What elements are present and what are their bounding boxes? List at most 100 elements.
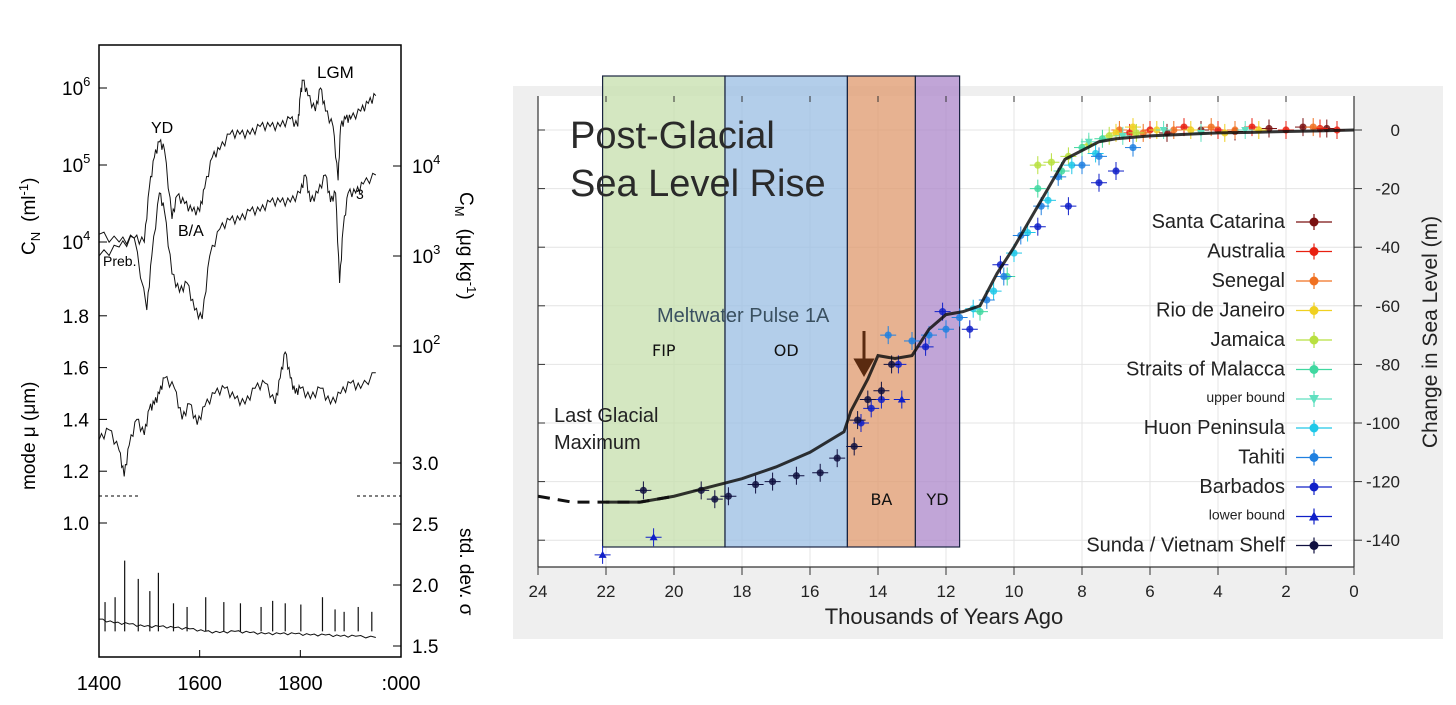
cm-tick-label: 103 <box>412 242 440 268</box>
plot-area <box>538 96 1354 567</box>
last-glacial-maximum-line-1: Last Glacial <box>554 405 659 427</box>
data-point <box>1197 126 1205 134</box>
cn-tick-label: 106 <box>62 74 90 100</box>
data-point <box>850 442 858 451</box>
data-point <box>1044 196 1052 204</box>
data-point <box>1047 158 1055 166</box>
data-point <box>888 360 896 368</box>
x-tick-label: 22 <box>597 582 616 601</box>
legend-marker <box>1309 306 1319 315</box>
cn-tick-label: 105 <box>62 151 90 177</box>
data-point <box>956 313 964 322</box>
legend-label: Sunda / Vietnam Shelf <box>1086 535 1285 557</box>
data-point <box>990 287 998 295</box>
data-point <box>867 404 875 412</box>
data-point <box>1010 249 1018 257</box>
data-point <box>1085 141 1093 149</box>
legend-marker <box>1309 365 1319 374</box>
x-tick-label: 1600 <box>177 673 222 695</box>
y-tick-label: -100 <box>1366 414 1400 433</box>
sigma-axis-label: std. dev. σ <box>455 528 476 616</box>
chart-background <box>513 86 1443 639</box>
x-tick-label: 2 <box>1281 582 1290 601</box>
cm-series-line <box>98 172 377 321</box>
data-point <box>639 486 648 494</box>
sigma-series-line <box>98 618 376 639</box>
y-tick-label: -20 <box>1375 180 1400 199</box>
period-label: FIP <box>652 341 676 360</box>
cm-axis-label: CM(μg kg-1) <box>452 192 479 300</box>
period-label: YD <box>925 490 948 509</box>
legend-label: lower bound <box>1209 507 1285 523</box>
data-point <box>877 387 886 395</box>
legend-label: upper bound <box>1206 389 1285 405</box>
data-point <box>1098 135 1106 143</box>
y-tick-label: 0 <box>1391 121 1400 140</box>
data-point <box>1034 161 1042 169</box>
legend-marker <box>1309 423 1319 433</box>
mode-series-line <box>98 351 376 477</box>
mode-tick-label: 1.2 <box>63 462 89 483</box>
annotation-preb: Preb. <box>103 253 136 269</box>
data-point <box>1000 272 1008 281</box>
data-point <box>1084 138 1093 146</box>
data-point <box>1118 132 1127 140</box>
legend-label: Straits of Malacca <box>1126 359 1286 381</box>
data-point <box>1139 129 1147 137</box>
legend-marker <box>1309 217 1319 227</box>
period-band-yd <box>914 75 961 548</box>
x-tick-label: :000 <box>382 673 421 695</box>
data-point <box>1037 202 1045 210</box>
data-point <box>1214 126 1222 134</box>
data-point <box>1282 126 1290 134</box>
data-point <box>1112 129 1120 137</box>
cn-axis-label: CN(ml-1) <box>16 178 43 255</box>
data-point <box>969 305 977 313</box>
mode-tick-label: 1.0 <box>63 514 89 535</box>
data-point <box>1180 123 1188 131</box>
data-point <box>1129 143 1137 152</box>
sea-level-curve-dashed <box>537 494 675 504</box>
period-label: BA <box>870 490 892 509</box>
legend-label: Santa Catarina <box>1152 211 1286 233</box>
legend-marker <box>1309 335 1319 345</box>
data-point <box>1241 127 1250 134</box>
data-point <box>697 486 705 494</box>
data-point <box>1095 179 1103 187</box>
data-point <box>1187 126 1195 134</box>
data-point <box>1017 231 1025 240</box>
period-band-fip <box>601 75 726 548</box>
chart-title-line-2: Sea Level Rise <box>570 163 826 205</box>
period-band-ba <box>846 75 917 548</box>
data-point <box>1255 126 1263 134</box>
data-point <box>1115 126 1123 134</box>
data-point <box>1129 123 1137 131</box>
data-point <box>649 533 658 541</box>
legend-marker <box>1309 511 1319 521</box>
cn-series-line <box>98 79 377 246</box>
data-point <box>897 395 906 403</box>
data-point <box>1265 124 1273 133</box>
data-point <box>1316 124 1324 133</box>
x-tick-label: 12 <box>937 582 956 601</box>
data-point <box>1333 126 1341 134</box>
y-tick-label: -40 <box>1375 238 1400 257</box>
legend-label: Barbados <box>1199 476 1285 498</box>
data-point <box>1034 223 1042 231</box>
legend-marker <box>1309 395 1319 404</box>
legend-marker <box>1309 541 1319 550</box>
data-point <box>1231 126 1239 134</box>
data-point <box>769 478 777 486</box>
annotation-lgm: LGM <box>317 63 354 82</box>
data-point <box>922 343 930 351</box>
legend-label: Huon Peninsula <box>1144 417 1286 439</box>
data-point <box>1126 129 1134 137</box>
legend-label: Jamaica <box>1211 329 1286 351</box>
period-band-od <box>724 75 849 548</box>
data-point <box>1105 132 1113 140</box>
data-point <box>1112 167 1120 175</box>
x-tick-label: 10 <box>1005 582 1024 601</box>
data-point <box>1003 272 1011 281</box>
data-point <box>1092 149 1100 158</box>
data-point <box>1197 129 1205 137</box>
